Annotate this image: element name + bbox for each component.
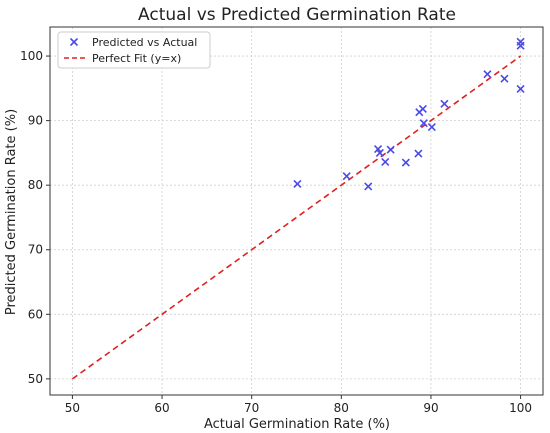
data-point bbox=[401, 158, 410, 167]
data-point bbox=[342, 172, 351, 181]
point-stroke bbox=[293, 179, 302, 188]
x-tick-label: 50 bbox=[65, 401, 80, 415]
x-tick-label: 60 bbox=[154, 401, 169, 415]
point-stroke bbox=[414, 149, 423, 158]
y-tick-label: 50 bbox=[28, 372, 43, 386]
data-point bbox=[483, 70, 492, 79]
point-stroke bbox=[401, 158, 410, 167]
legend-marker-scatter bbox=[69, 37, 79, 47]
point-stroke bbox=[386, 145, 395, 154]
x-tick-label: 70 bbox=[244, 401, 259, 415]
data-point bbox=[386, 145, 395, 154]
data-point bbox=[375, 148, 384, 157]
point-stroke bbox=[419, 119, 428, 128]
point-stroke bbox=[440, 99, 449, 108]
data-point bbox=[418, 104, 427, 114]
data-point bbox=[364, 182, 373, 191]
y-tick-label: 60 bbox=[28, 307, 43, 321]
x-tick-label: 100 bbox=[509, 401, 532, 415]
point-stroke bbox=[427, 123, 436, 132]
point-stroke bbox=[418, 104, 427, 114]
x-tick-label: 90 bbox=[423, 401, 438, 415]
y-tick-label: 90 bbox=[28, 114, 43, 128]
data-point bbox=[516, 84, 525, 94]
point-stroke bbox=[516, 84, 525, 94]
data-point bbox=[293, 179, 302, 188]
data-point bbox=[419, 119, 428, 128]
data-point bbox=[381, 157, 390, 166]
legend-x-marker bbox=[69, 37, 79, 47]
point-stroke bbox=[516, 41, 525, 50]
y-tick-label: 100 bbox=[20, 49, 43, 63]
grid bbox=[50, 27, 543, 395]
x-tick-label: 80 bbox=[334, 401, 349, 415]
series-perfect-fit bbox=[71, 55, 522, 380]
legend-label-line: Perfect Fit (y=x) bbox=[92, 52, 181, 65]
point-stroke bbox=[69, 37, 79, 47]
plot-frame bbox=[49, 26, 544, 396]
point-stroke bbox=[342, 172, 351, 181]
y-tick-label: 80 bbox=[28, 178, 43, 192]
point-stroke bbox=[500, 74, 509, 83]
point-stroke bbox=[381, 157, 390, 166]
point-stroke bbox=[364, 182, 373, 191]
data-point bbox=[500, 74, 509, 83]
legend: Predicted vs Actual Perfect Fit (y=x) bbox=[57, 31, 211, 69]
y-axis-label: Predicted Germination Rate (%) bbox=[4, 109, 19, 315]
point-stroke bbox=[374, 144, 383, 154]
data-point bbox=[414, 149, 423, 158]
y-tick-label: 70 bbox=[28, 243, 43, 257]
perfect-fit-line bbox=[71, 55, 522, 380]
data-point bbox=[440, 99, 449, 108]
chart-title: Actual vs Predicted Germination Rate bbox=[138, 5, 456, 25]
point-stroke bbox=[483, 70, 492, 79]
x-axis-ticks: 50 60 70 80 90 100 bbox=[65, 395, 532, 415]
x-axis-label: Actual Germination Rate (%) bbox=[204, 417, 390, 432]
series-predicted-vs-actual bbox=[293, 37, 525, 191]
legend-box bbox=[57, 31, 211, 69]
data-point bbox=[427, 123, 436, 132]
legend-label-scatter: Predicted vs Actual bbox=[92, 36, 197, 49]
point-stroke bbox=[375, 148, 384, 157]
data-point bbox=[516, 41, 525, 50]
y-axis-ticks: 50 60 70 80 90 100 bbox=[20, 49, 50, 386]
